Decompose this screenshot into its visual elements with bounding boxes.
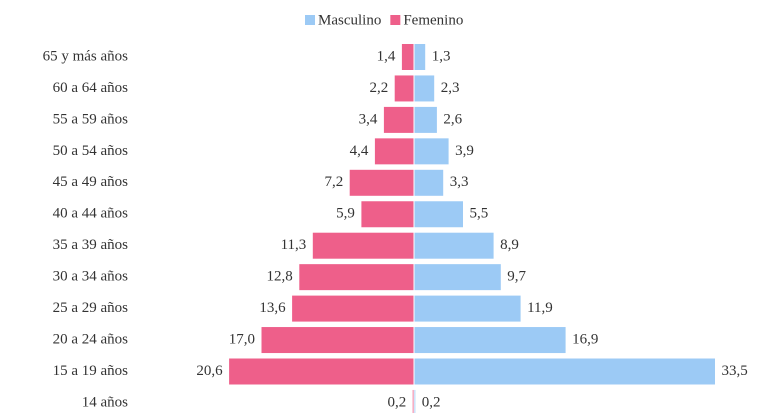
value-label: 7,2 — [324, 174, 343, 190]
value-label: 11,9 — [527, 300, 553, 316]
value-label: 4,4 — [350, 143, 369, 159]
value-label: 11,3 — [281, 237, 307, 253]
value-label: 20,6 — [196, 363, 223, 379]
value-label: 8,9 — [500, 237, 519, 253]
value-label: 33,5 — [722, 363, 748, 379]
category-label: 55 a 59 años — [53, 111, 129, 127]
bar — [413, 105, 438, 134]
bar — [413, 168, 445, 197]
legend-label: Masculino — [318, 12, 381, 28]
bar — [228, 357, 415, 386]
category-label: 45 a 49 años — [53, 174, 129, 190]
bar — [413, 137, 450, 166]
legend-label: Femenino — [403, 12, 463, 28]
value-label: 3,4 — [359, 111, 378, 127]
category-label: 20 a 24 años — [53, 331, 129, 347]
bar — [413, 326, 567, 355]
value-label: 0,2 — [387, 394, 406, 410]
bar — [413, 43, 427, 71]
category-label: 35 a 39 años — [53, 237, 129, 253]
bar — [298, 263, 415, 292]
value-label: 3,9 — [455, 143, 474, 159]
category-label: 60 a 64 años — [53, 80, 129, 96]
value-label: 12,8 — [267, 269, 293, 285]
value-label: 16,9 — [572, 331, 598, 347]
bar — [382, 105, 415, 134]
bar — [373, 137, 415, 166]
value-label: 2,3 — [441, 80, 460, 96]
value-label: 1,3 — [432, 48, 451, 64]
bar — [411, 388, 415, 413]
bar — [260, 326, 415, 355]
bar — [348, 168, 415, 197]
value-label: 5,9 — [336, 206, 355, 222]
legend-swatch — [390, 15, 401, 25]
value-label: 0,2 — [422, 394, 441, 410]
value-label: 3,3 — [450, 174, 469, 190]
bar — [291, 294, 415, 323]
category-label: 14 años — [82, 394, 128, 410]
legend-swatch — [305, 15, 315, 25]
category-label: 65 y más años — [43, 48, 129, 64]
bar — [413, 231, 495, 260]
value-label: 2,6 — [443, 111, 462, 127]
bar — [413, 200, 464, 229]
value-label: 9,7 — [507, 269, 526, 285]
value-label: 17,0 — [229, 331, 255, 347]
category-label: 25 a 29 años — [53, 300, 129, 316]
bar — [400, 43, 415, 71]
bar — [413, 74, 436, 103]
value-label: 5,5 — [470, 206, 489, 222]
bar — [413, 263, 502, 292]
value-label: 13,6 — [259, 300, 286, 316]
category-label: 30 a 34 años — [53, 269, 129, 285]
bar — [413, 294, 522, 323]
value-label: 1,4 — [377, 48, 396, 64]
category-label: 40 a 44 años — [53, 206, 129, 222]
bar — [311, 231, 415, 260]
category-label: 15 a 19 años — [53, 363, 129, 379]
bar — [360, 200, 415, 229]
bar — [413, 357, 716, 386]
category-label: 50 a 54 años — [53, 143, 129, 159]
bar — [393, 74, 415, 103]
value-label: 2,2 — [369, 80, 388, 96]
